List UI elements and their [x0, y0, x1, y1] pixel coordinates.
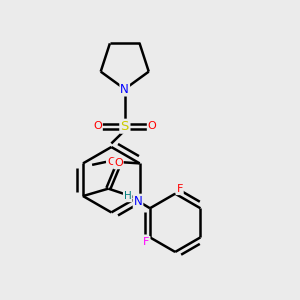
Text: O: O [107, 157, 116, 167]
Text: O: O [93, 121, 102, 131]
Text: N: N [120, 82, 129, 96]
Text: H: H [124, 191, 131, 201]
Text: F: F [143, 237, 150, 247]
Text: O: O [114, 158, 123, 168]
Text: N: N [134, 195, 142, 208]
Text: S: S [121, 120, 129, 133]
Text: F: F [176, 184, 183, 194]
Text: O: O [148, 121, 157, 131]
